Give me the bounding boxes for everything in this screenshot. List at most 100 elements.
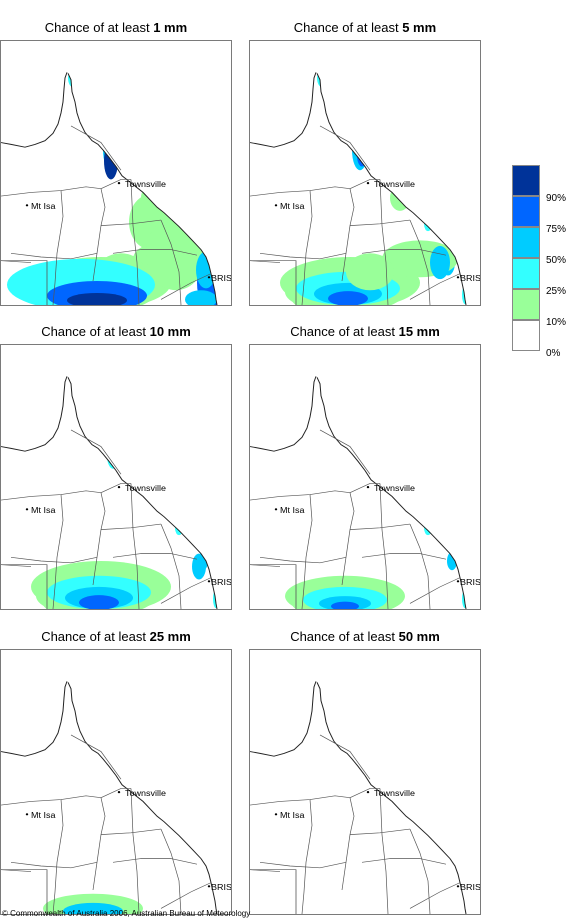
district-boundary bbox=[160, 273, 212, 300]
place-label-mt-isa: Mt Isa bbox=[280, 505, 305, 515]
title-prefix: Chance of at least bbox=[41, 324, 146, 339]
district-boundary bbox=[10, 861, 98, 869]
queensland-map: Townsville Mt Isa BRIS bbox=[0, 40, 232, 306]
legend-swatch bbox=[512, 258, 540, 289]
coastline bbox=[250, 376, 317, 452]
rain-probability-area bbox=[63, 902, 123, 914]
district-boundary bbox=[52, 799, 64, 914]
place-marker bbox=[117, 182, 121, 185]
title-prefix: Chance of at least bbox=[290, 629, 395, 644]
district-boundary bbox=[319, 429, 371, 475]
district-boundary bbox=[52, 494, 64, 609]
panel-title: Chance of at least 15 mm bbox=[249, 322, 481, 342]
coastline bbox=[316, 377, 467, 609]
district-boundary bbox=[160, 577, 212, 604]
state-border bbox=[250, 564, 297, 609]
district-boundary bbox=[1, 186, 102, 197]
district-boundary bbox=[301, 190, 313, 305]
place-label-mt-isa: Mt Isa bbox=[280, 810, 305, 820]
place-label-brisbane: BRIS bbox=[460, 273, 480, 283]
coastline bbox=[1, 681, 68, 757]
district-boundary bbox=[160, 523, 182, 609]
district-boundary bbox=[70, 429, 122, 475]
rain-probability-area bbox=[107, 442, 119, 469]
legend-label: 0% bbox=[546, 348, 561, 359]
place-label-townsville: Townsville bbox=[125, 483, 166, 493]
district-boundary bbox=[361, 553, 447, 560]
map-svg: Townsville Mt Isa BRIS bbox=[1, 72, 231, 305]
title-prefix: Chance of at least bbox=[41, 629, 146, 644]
queensland-map: Townsville Mt Isa BRIS bbox=[249, 649, 481, 915]
place-label-brisbane: BRIS bbox=[211, 273, 231, 283]
title-amount: 5 mm bbox=[402, 20, 437, 35]
district-boundary bbox=[379, 788, 389, 914]
title-prefix: Chance of at least bbox=[44, 20, 150, 35]
district-boundary bbox=[379, 483, 389, 609]
title-prefix: Chance of at least bbox=[290, 324, 395, 339]
place-marker bbox=[274, 508, 278, 511]
rain-probability-area bbox=[185, 290, 217, 305]
district-boundary bbox=[361, 858, 447, 865]
panel-title: Chance of at least 5 mm bbox=[249, 18, 481, 38]
district-boundary bbox=[361, 249, 447, 256]
rain-probability-area bbox=[192, 553, 206, 580]
panel-title: Chance of at least 10 mm bbox=[0, 322, 232, 342]
district-boundary bbox=[112, 249, 198, 256]
state-border bbox=[1, 564, 48, 609]
district-boundary bbox=[409, 577, 461, 604]
queensland-map: Townsville Mt Isa BRIS bbox=[249, 344, 481, 610]
coastline bbox=[316, 682, 467, 914]
district-boundary bbox=[100, 219, 162, 226]
place-label-brisbane: BRIS bbox=[211, 577, 231, 587]
district-boundary bbox=[250, 186, 351, 197]
place-label-mt-isa: Mt Isa bbox=[31, 505, 56, 515]
rain-probability-area bbox=[430, 245, 450, 280]
place-marker bbox=[117, 486, 121, 489]
district-boundary bbox=[10, 556, 98, 564]
coastline bbox=[250, 72, 317, 148]
district-boundary bbox=[130, 483, 140, 609]
title-amount: 15 mm bbox=[398, 324, 440, 339]
district-boundary bbox=[349, 483, 380, 493]
rain-probability-area bbox=[328, 291, 368, 305]
title-amount: 10 mm bbox=[149, 324, 191, 339]
title-amount: 50 mm bbox=[398, 629, 440, 644]
district-boundary bbox=[301, 799, 313, 914]
queensland-map: Townsville Mt Isa BRIS bbox=[0, 649, 232, 915]
district-boundary bbox=[250, 490, 351, 501]
place-label-brisbane: BRIS bbox=[460, 882, 480, 892]
title-amount: 25 mm bbox=[149, 629, 191, 644]
copyright-notice: © Commonwealth of Australia 2006, Austra… bbox=[2, 909, 251, 918]
place-marker bbox=[456, 276, 460, 279]
map-svg: Townsville Mt Isa BRIS bbox=[250, 72, 480, 305]
queensland-map: Townsville Mt Isa BRIS bbox=[249, 40, 481, 306]
coastline bbox=[316, 73, 467, 305]
state-border bbox=[1, 869, 48, 914]
district-boundary bbox=[1, 490, 102, 501]
coastline bbox=[1, 376, 68, 452]
district-boundary bbox=[112, 858, 198, 865]
place-marker bbox=[207, 885, 211, 888]
district-boundary bbox=[301, 494, 313, 609]
coastline bbox=[67, 682, 218, 914]
district-boundary bbox=[52, 190, 64, 305]
rain-probability-area bbox=[331, 601, 359, 609]
state-border bbox=[1, 260, 48, 305]
rain-probability-area bbox=[104, 142, 118, 180]
district-boundary bbox=[100, 523, 162, 530]
probability-legend: 90% 75% 50% 25% 10% 0% bbox=[512, 165, 570, 361]
legend-label: 75% bbox=[546, 224, 567, 235]
legend-swatch bbox=[512, 227, 540, 258]
legend-label: 90% bbox=[546, 193, 567, 204]
place-label-brisbane: BRIS bbox=[211, 882, 231, 892]
district-boundary bbox=[160, 828, 182, 914]
place-label-townsville: Townsville bbox=[374, 483, 415, 493]
district-boundary bbox=[130, 788, 140, 914]
place-marker bbox=[456, 885, 460, 888]
queensland-map: Townsville Mt Isa BRIS bbox=[0, 344, 232, 610]
district-boundary bbox=[250, 795, 351, 806]
place-label-townsville: Townsville bbox=[125, 179, 166, 189]
district-boundary bbox=[349, 179, 380, 189]
district-boundary bbox=[112, 553, 198, 560]
district-boundary bbox=[409, 219, 431, 305]
